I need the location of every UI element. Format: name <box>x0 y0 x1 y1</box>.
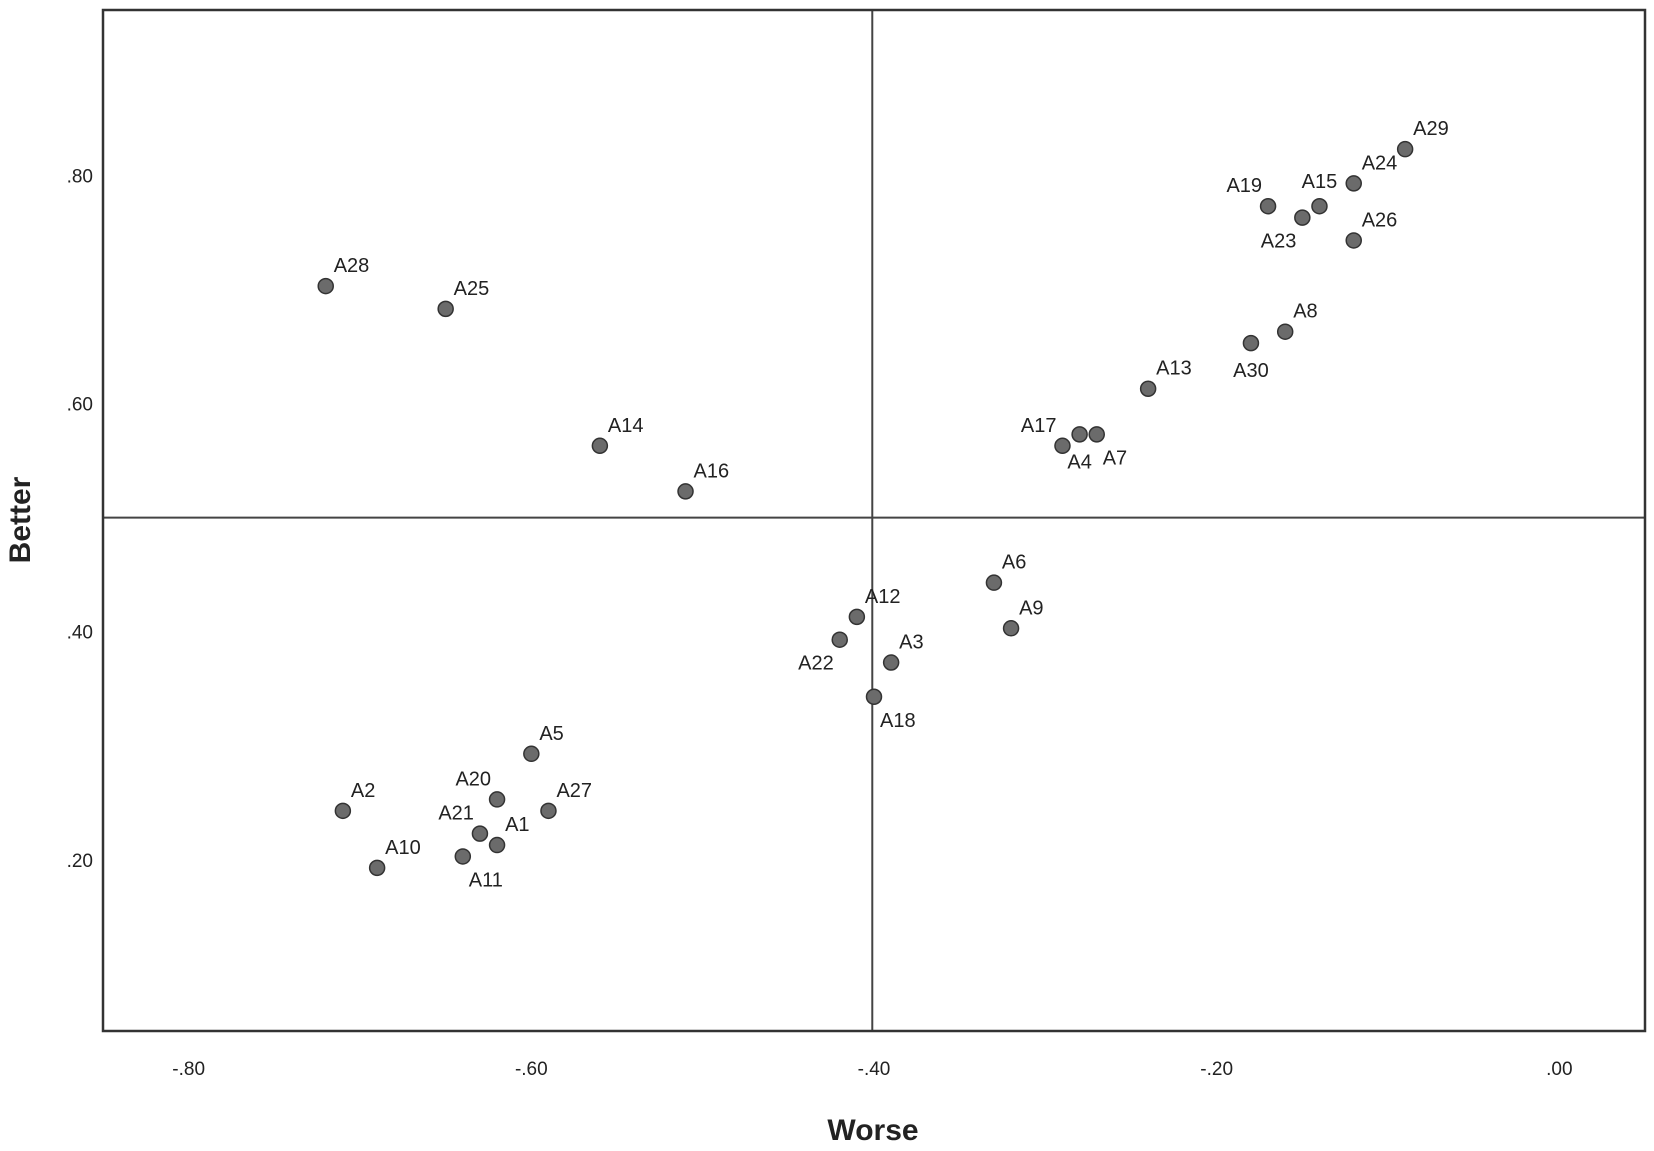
y-axis-ticks: .20 .40 .60 .80 <box>67 166 93 871</box>
data-point-a12 <box>848 608 866 626</box>
data-point-a15 <box>1311 197 1328 215</box>
data-point-a23 <box>1294 209 1311 226</box>
point-label-a19: A19 <box>1226 175 1262 197</box>
point-label-a21: A21 <box>438 803 474 825</box>
data-point-a27 <box>540 802 557 820</box>
point-label-a3: A3 <box>899 632 923 654</box>
point-label-a28: A28 <box>334 255 370 277</box>
y-tick-label: .80 <box>67 166 93 187</box>
y-axis-title: Better <box>4 476 37 563</box>
point-label-a8: A8 <box>1293 301 1317 323</box>
x-tick-label: .00 <box>1546 1059 1572 1080</box>
data-point-a9 <box>1002 620 1020 637</box>
point-label-a17: A17 <box>1021 415 1057 437</box>
data-point-a10 <box>368 859 386 877</box>
data-point-a14 <box>591 437 609 455</box>
x-tick-label: -.20 <box>1200 1059 1233 1080</box>
data-point-a25 <box>437 300 454 318</box>
point-label-a16: A16 <box>694 460 730 482</box>
point-label-a11: A11 <box>469 869 503 891</box>
x-axis-ticks: -.80 -.60 -.40 -.20 .00 <box>172 1059 1572 1080</box>
point-label-a22: A22 <box>798 653 834 675</box>
data-points <box>317 140 1414 877</box>
data-point-a16 <box>677 483 694 500</box>
x-tick-label: -.60 <box>515 1059 548 1080</box>
data-point-a3 <box>882 654 900 671</box>
point-label-a9: A9 <box>1019 597 1043 619</box>
y-tick-label: .60 <box>67 395 93 416</box>
point-label-a14: A14 <box>608 415 644 437</box>
point-label-a26: A26 <box>1362 209 1398 231</box>
reference-lines <box>103 10 1645 1031</box>
data-point-a2 <box>334 802 352 820</box>
data-point-a20 <box>488 791 506 808</box>
x-tick-label: -.40 <box>858 1059 891 1080</box>
point-label-a2: A2 <box>351 780 375 802</box>
point-labels: A1 A2 A3 A4 A5 A6 A7 A8 A9 A10 A11 A12 A13 A14 A15 A16 A… <box>334 118 1449 891</box>
data-point-a22 <box>831 631 848 648</box>
point-label-a18: A18 <box>880 710 916 732</box>
data-point-a7 <box>1088 426 1105 443</box>
y-tick-label: .40 <box>67 623 93 644</box>
point-label-a12: A12 <box>865 586 901 608</box>
data-point-a4 <box>1071 426 1088 443</box>
data-point-a5 <box>523 745 540 763</box>
plot-frame <box>101 8 1647 1033</box>
point-label-a10: A10 <box>385 837 421 859</box>
point-label-a5: A5 <box>539 723 563 745</box>
data-point-a24 <box>1345 175 1362 192</box>
point-label-a29: A29 <box>1413 118 1449 140</box>
data-point-a6 <box>985 574 1003 591</box>
point-label-a30: A30 <box>1233 360 1269 382</box>
point-label-a25: A25 <box>454 278 490 300</box>
point-label-a13: A13 <box>1156 358 1192 380</box>
point-label-a27: A27 <box>556 780 592 802</box>
x-tick-label: -.80 <box>172 1059 205 1080</box>
point-label-a20: A20 <box>455 768 491 790</box>
data-point-a21 <box>471 825 489 842</box>
data-point-a18 <box>865 688 883 706</box>
point-label-a7: A7 <box>1103 447 1127 469</box>
point-label-a4: A4 <box>1067 451 1091 473</box>
data-point-a28 <box>317 277 334 295</box>
data-point-a8 <box>1276 323 1294 340</box>
data-point-a11 <box>454 848 472 865</box>
data-point-a13 <box>1139 380 1157 397</box>
data-point-a29 <box>1396 140 1414 158</box>
data-point-a26 <box>1345 232 1362 249</box>
y-tick-label: .20 <box>67 851 93 872</box>
point-label-a23: A23 <box>1261 231 1297 253</box>
point-label-a24: A24 <box>1362 152 1398 174</box>
data-point-a1 <box>488 836 506 854</box>
x-axis-title: Worse <box>827 1114 918 1147</box>
point-label-a1: A1 <box>505 814 529 836</box>
data-point-a30 <box>1242 334 1260 352</box>
point-label-a6: A6 <box>1002 552 1026 574</box>
data-point-a19 <box>1259 197 1277 215</box>
data-point-a17 <box>1054 437 1071 455</box>
point-label-a15: A15 <box>1302 171 1338 193</box>
